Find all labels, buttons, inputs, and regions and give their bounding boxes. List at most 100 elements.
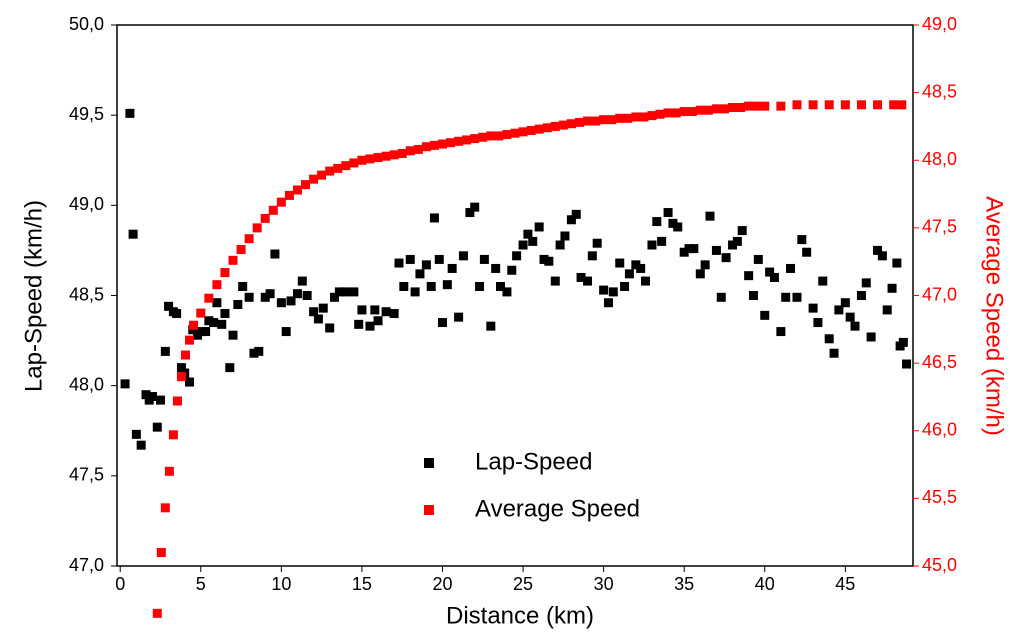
point — [792, 100, 802, 110]
point — [131, 429, 141, 439]
point — [834, 305, 844, 315]
point — [212, 280, 222, 290]
point — [252, 223, 262, 233]
point — [608, 287, 618, 297]
point — [325, 323, 335, 333]
point — [429, 140, 439, 150]
point — [236, 245, 246, 255]
point — [318, 303, 328, 313]
point — [479, 254, 489, 264]
point — [212, 298, 222, 308]
point — [309, 307, 319, 317]
point — [284, 190, 294, 200]
point — [615, 258, 625, 268]
point — [156, 395, 166, 405]
y-tick-label: 50,0 — [69, 14, 104, 34]
legend-marker — [424, 458, 434, 468]
point — [679, 247, 689, 257]
point — [655, 109, 665, 119]
point — [534, 124, 544, 134]
y2-tick-label: 47,0 — [922, 284, 957, 304]
point — [399, 281, 409, 291]
x-tick-label: 25 — [513, 574, 533, 594]
point — [120, 379, 130, 389]
point — [397, 148, 407, 158]
point — [365, 321, 375, 331]
point — [286, 296, 296, 306]
point — [421, 142, 431, 152]
point — [897, 100, 907, 110]
point — [254, 346, 264, 356]
legend-label: Average Speed — [475, 495, 640, 522]
point — [204, 316, 214, 326]
point — [673, 222, 683, 232]
point — [152, 608, 162, 618]
point — [668, 218, 678, 228]
point — [437, 318, 447, 328]
point — [657, 236, 667, 246]
point — [309, 174, 319, 184]
point — [152, 422, 162, 432]
point — [494, 131, 504, 141]
point — [189, 320, 199, 330]
point — [470, 134, 480, 144]
point — [845, 312, 855, 322]
point — [502, 130, 512, 140]
y2-tick-label: 46,0 — [922, 420, 957, 440]
point — [607, 115, 617, 125]
point — [647, 240, 657, 250]
point — [663, 108, 673, 118]
point — [705, 211, 715, 221]
x-tick-label: 35 — [674, 574, 694, 594]
x-tick-label: 0 — [115, 574, 125, 594]
point — [641, 276, 651, 286]
x-tick-label: 10 — [271, 574, 291, 594]
point — [354, 319, 364, 329]
point — [292, 289, 302, 299]
y2-tick-label: 45,0 — [922, 555, 957, 575]
point — [737, 226, 747, 236]
point — [389, 309, 399, 319]
point — [898, 337, 908, 347]
point — [687, 107, 697, 117]
y-tick-label: 48,0 — [69, 374, 104, 394]
point — [829, 348, 839, 358]
point — [716, 292, 726, 302]
point — [786, 263, 796, 273]
point — [703, 105, 713, 115]
point — [689, 244, 699, 254]
y-axis-label: Lap-Speed (km/h) — [20, 200, 47, 392]
point — [902, 359, 912, 369]
point — [566, 215, 576, 225]
point — [592, 238, 602, 248]
point — [478, 132, 488, 142]
point — [840, 298, 850, 308]
point — [526, 125, 536, 135]
point — [663, 208, 673, 218]
point — [442, 280, 452, 290]
point — [813, 318, 823, 328]
x-tick-label: 30 — [594, 574, 614, 594]
point — [695, 105, 705, 115]
point — [168, 430, 178, 440]
point — [518, 127, 528, 137]
point — [196, 308, 206, 318]
point — [446, 138, 456, 148]
point — [470, 202, 480, 212]
point — [244, 292, 254, 302]
point — [818, 276, 828, 286]
point — [125, 108, 135, 118]
y-tick-label: 49,0 — [69, 194, 104, 214]
point — [265, 289, 275, 299]
point — [856, 100, 866, 110]
point — [576, 272, 586, 282]
point — [357, 155, 367, 165]
point — [204, 293, 214, 303]
point — [209, 318, 219, 328]
point — [760, 101, 770, 111]
point — [405, 146, 415, 156]
y-tick-label: 47,0 — [69, 555, 104, 575]
point — [765, 267, 775, 277]
point — [201, 327, 211, 337]
point — [732, 236, 742, 246]
